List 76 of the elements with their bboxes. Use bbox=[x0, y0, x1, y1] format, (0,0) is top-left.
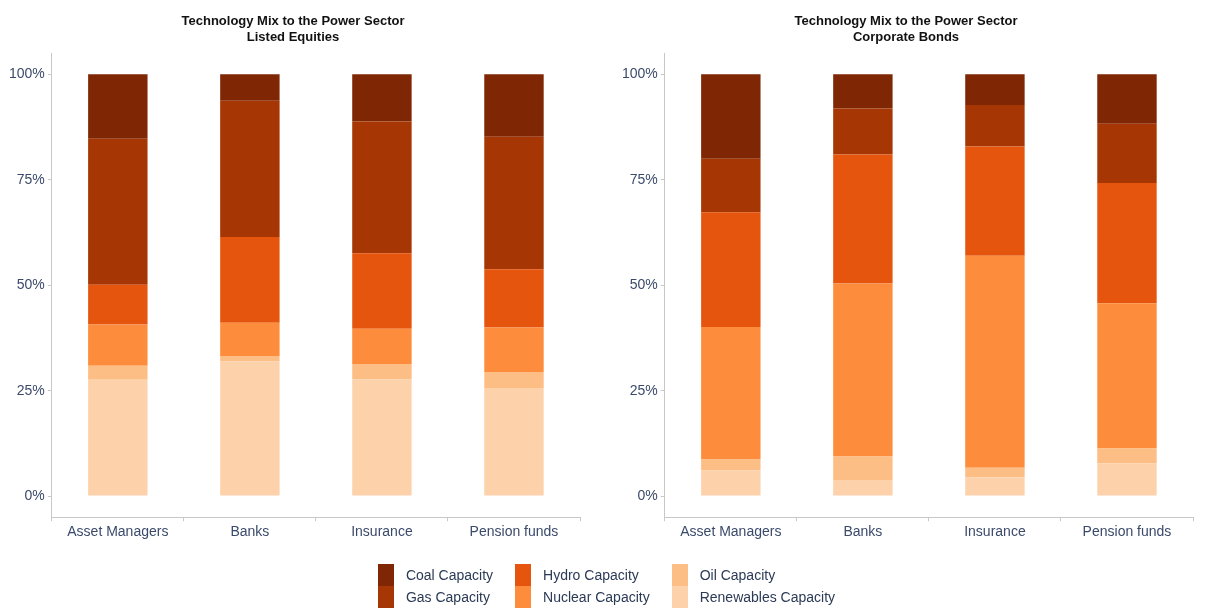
x-tick-label: Banks bbox=[843, 523, 883, 540]
bar bbox=[701, 74, 761, 159]
y-tick-label: 50% bbox=[629, 276, 658, 293]
bar bbox=[88, 379, 148, 496]
bar bbox=[220, 356, 280, 362]
bar bbox=[965, 74, 1025, 106]
x-tick-label: Pension funds bbox=[1082, 523, 1172, 540]
y-tick-label: 100% bbox=[621, 65, 658, 82]
bar bbox=[1097, 448, 1157, 464]
legend-label: Renewables Capacity bbox=[699, 589, 836, 605]
bar bbox=[88, 365, 148, 380]
x-tick-label: Asset Managers bbox=[680, 523, 782, 540]
bar bbox=[833, 456, 893, 481]
bar bbox=[88, 284, 148, 325]
bar bbox=[484, 388, 544, 496]
legend-label: Coal Capacity bbox=[405, 567, 494, 583]
legend-label: Nuclear Capacity bbox=[543, 589, 650, 605]
bar bbox=[352, 364, 412, 380]
bar bbox=[484, 372, 544, 389]
bar bbox=[1097, 463, 1157, 496]
x-tick-label: Insurance bbox=[964, 523, 1026, 540]
bar bbox=[352, 121, 412, 254]
chart-subtitle: Listed Equities bbox=[246, 28, 340, 44]
bar bbox=[352, 379, 412, 496]
bar bbox=[484, 327, 544, 373]
bar bbox=[833, 74, 893, 109]
bar bbox=[220, 237, 280, 323]
y-tick-label: 0% bbox=[24, 486, 45, 503]
x-tick-label: Pension funds bbox=[469, 523, 559, 540]
bar bbox=[220, 361, 280, 496]
y-tick-label: 75% bbox=[629, 170, 658, 187]
bar bbox=[88, 74, 148, 139]
chart-title: Technology Mix to the Power Sector bbox=[181, 13, 405, 29]
bar bbox=[701, 326, 761, 460]
legend-label: Oil Capacity bbox=[699, 567, 776, 583]
y-tick-label: 25% bbox=[629, 381, 658, 398]
chart-title: Technology Mix to the Power Sector bbox=[794, 13, 1018, 29]
bar bbox=[965, 477, 1025, 496]
x-tick-label: Banks bbox=[230, 523, 270, 540]
bar bbox=[833, 283, 893, 457]
bar bbox=[833, 480, 893, 496]
y-tick-label: 75% bbox=[16, 170, 45, 187]
bar bbox=[352, 74, 412, 122]
bar bbox=[701, 470, 761, 496]
bar bbox=[88, 324, 148, 366]
legend-label: Hydro Capacity bbox=[543, 567, 639, 583]
bar bbox=[220, 322, 280, 357]
x-tick-label: Asset Managers bbox=[67, 523, 169, 540]
y-tick-label: 0% bbox=[637, 486, 658, 503]
bar bbox=[833, 108, 893, 155]
bar bbox=[1097, 74, 1157, 124]
x-tick-label: Insurance bbox=[351, 523, 413, 540]
bar bbox=[88, 138, 148, 285]
bar bbox=[352, 328, 412, 365]
bar bbox=[1097, 123, 1157, 184]
chart-subtitle: Corporate Bonds bbox=[852, 28, 960, 44]
bar bbox=[701, 212, 761, 327]
bar bbox=[965, 255, 1025, 468]
bar bbox=[1097, 183, 1157, 304]
bar bbox=[484, 74, 544, 137]
bar bbox=[352, 253, 412, 329]
bar bbox=[484, 136, 544, 270]
bar bbox=[701, 459, 761, 471]
bar bbox=[965, 105, 1025, 147]
bar bbox=[484, 269, 544, 328]
bar bbox=[220, 100, 280, 238]
y-tick-label: 100% bbox=[8, 65, 45, 82]
bar bbox=[833, 154, 893, 284]
bar bbox=[965, 146, 1025, 256]
y-tick-label: 25% bbox=[16, 381, 45, 398]
bar bbox=[220, 74, 280, 101]
bar bbox=[701, 158, 761, 213]
bar bbox=[1097, 303, 1157, 449]
bar bbox=[965, 467, 1025, 478]
y-tick-label: 50% bbox=[16, 276, 45, 293]
legend-label: Gas Capacity bbox=[405, 589, 490, 605]
